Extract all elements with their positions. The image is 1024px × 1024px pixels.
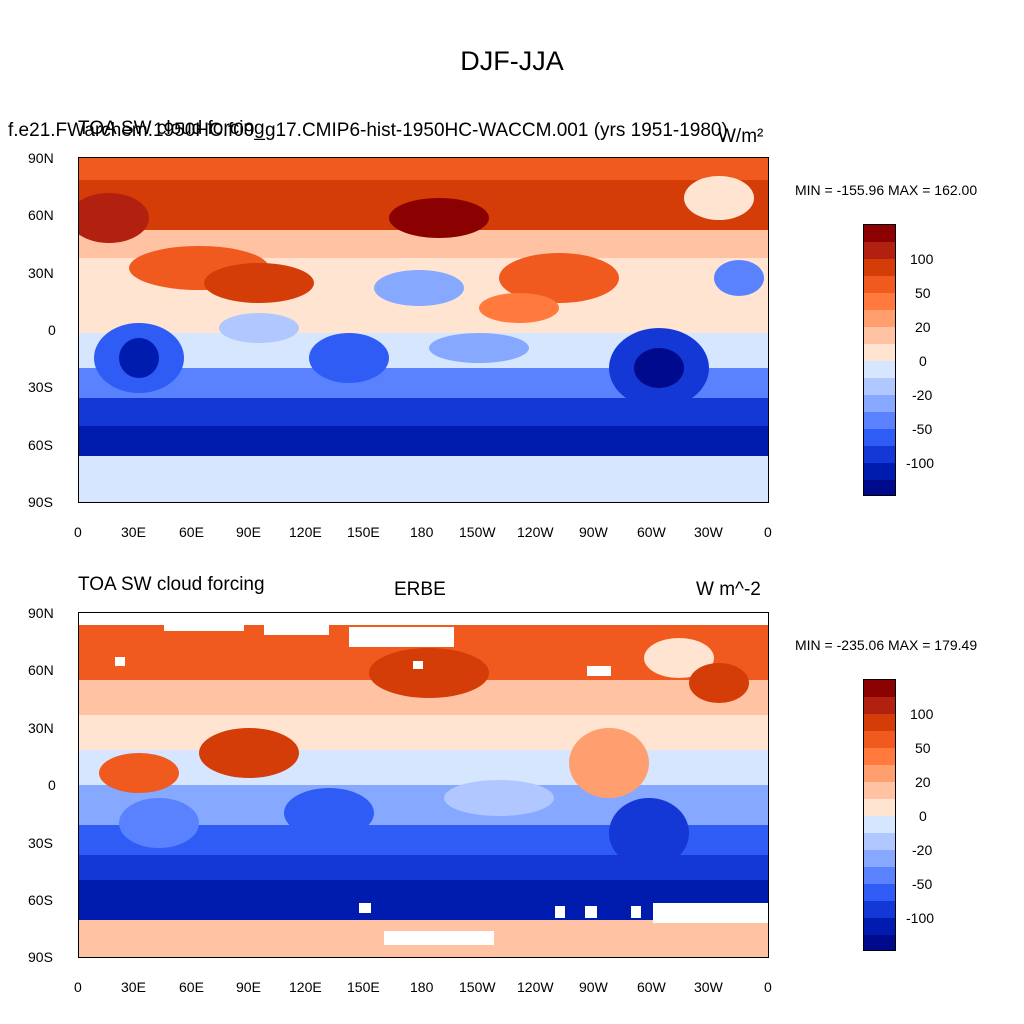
panel-1-lon-tick-90w: 90W — [579, 524, 608, 540]
panel-2-lon-tick-120w: 120W — [517, 979, 554, 995]
panel-2-lat-tick-60s: 60S — [28, 892, 53, 908]
panel-2-center-title: ERBE — [394, 579, 446, 600]
panel-2-colorbar — [863, 679, 896, 951]
panel-2-colorbar-label-20: 20 — [915, 774, 931, 790]
panel-2-colorbar-label-neg100: -100 — [906, 910, 935, 926]
panel-1-colorbar-label-neg100: -100 — [906, 455, 935, 471]
panel-2-lon-tick-0-end: 0 — [764, 979, 772, 995]
panel-2-lon-tick-60e: 60E — [179, 979, 204, 995]
panel-2-colorbar-label-neg50: -50 — [912, 876, 933, 892]
panel-2-units: W m^-2 — [696, 579, 761, 600]
panel-1-colorbar — [863, 224, 896, 496]
panel-2-map-field — [79, 613, 768, 957]
panel-1-lon-tick-60w: 60W — [637, 524, 666, 540]
panel-1-lon-tick-150e: 150E — [347, 524, 380, 540]
panel-2-lat-tick-30s: 30S — [28, 835, 53, 851]
panel-1-colorbar-label-0: 0 — [919, 353, 927, 369]
panel-1-colorbar-label-100: 100 — [910, 251, 934, 267]
panel-2-lon-tick-60w: 60W — [637, 979, 666, 995]
panel-1-colorbar-label-neg20: -20 — [912, 387, 933, 403]
panel-2-lon-tick-180: 180 — [410, 979, 434, 995]
panel-2-map — [78, 612, 769, 958]
panel-2-minmax: MIN = -235.06 MAX = 179.49 — [795, 637, 978, 653]
panel-2-lon-tick-0: 0 — [74, 979, 82, 995]
panel-2-lon-tick-30e: 30E — [121, 979, 146, 995]
panel-1-lat-tick-90n: 90N — [28, 150, 54, 166]
panel-1-colorbar-label-50: 50 — [915, 285, 931, 301]
panel-1-units: W/m² — [718, 126, 764, 147]
panel-1-colorbar-label-20: 20 — [915, 319, 931, 335]
panel-1-lon-tick-150w: 150W — [459, 524, 496, 540]
panel-1-minmax: MIN = -155.96 MAX = 162.00 — [795, 182, 978, 198]
panel-2-lon-tick-120e: 120E — [289, 979, 322, 995]
panel-1-left-title: f.e21.FWarchem.1950HC.f09_g17.CMIP6-hist… — [8, 120, 728, 141]
panel-1-lon-tick-30w: 30W — [694, 524, 723, 540]
panel-2-lat-tick-90s: 90S — [28, 949, 53, 965]
panel-2-colorbar-label-neg20: -20 — [912, 842, 933, 858]
panel-1-map-field — [79, 158, 768, 502]
panel-1-lon-tick-180: 180 — [410, 524, 434, 540]
panel-1-lat-tick-30s: 30S — [28, 379, 53, 395]
panel-2-colorbar-label-50: 50 — [915, 740, 931, 756]
panel-1-lon-tick-60e: 60E — [179, 524, 204, 540]
panel-1-lon-tick-90e: 90E — [236, 524, 261, 540]
panel-2-lon-tick-150e: 150E — [347, 979, 380, 995]
panel-2-lon-tick-150w: 150W — [459, 979, 496, 995]
panel-1-lat-tick-0: 0 — [48, 322, 56, 338]
panel-1-lon-tick-120w: 120W — [517, 524, 554, 540]
panel-2-colorbar-label-0: 0 — [919, 808, 927, 824]
panel-2-left-title: TOA SW cloud forcing — [78, 574, 265, 595]
panel-2-lon-tick-90w: 90W — [579, 979, 608, 995]
panel-1-lon-tick-30e: 30E — [121, 524, 146, 540]
panel-2-lat-tick-30n: 30N — [28, 720, 54, 736]
panel-2-lat-tick-60n: 60N — [28, 662, 54, 678]
panel-2-lon-tick-30w: 30W — [694, 979, 723, 995]
panel-2-colorbar-label-100: 100 — [910, 706, 934, 722]
panel-1-lat-tick-30n: 30N — [28, 265, 54, 281]
panel-1-lon-tick-0-end: 0 — [764, 524, 772, 540]
figure-title: DJF-JJA — [460, 46, 564, 76]
panel-1-lon-tick-120e: 120E — [289, 524, 322, 540]
panel-1-variable-title: TOA SW cloud forcing — [78, 118, 265, 139]
panel-1-lat-tick-90s: 90S — [28, 494, 53, 510]
panel-2-lon-tick-90e: 90E — [236, 979, 261, 995]
panel-1-map — [78, 157, 769, 503]
panel-1-lon-tick-0: 0 — [74, 524, 82, 540]
panel-2-lat-tick-90n: 90N — [28, 605, 54, 621]
panel-1-colorbar-label-neg50: -50 — [912, 421, 933, 437]
panel-1-lat-tick-60n: 60N — [28, 207, 54, 223]
panel-2-lat-tick-0: 0 — [48, 777, 56, 793]
panel-1-lat-tick-60s: 60S — [28, 437, 53, 453]
